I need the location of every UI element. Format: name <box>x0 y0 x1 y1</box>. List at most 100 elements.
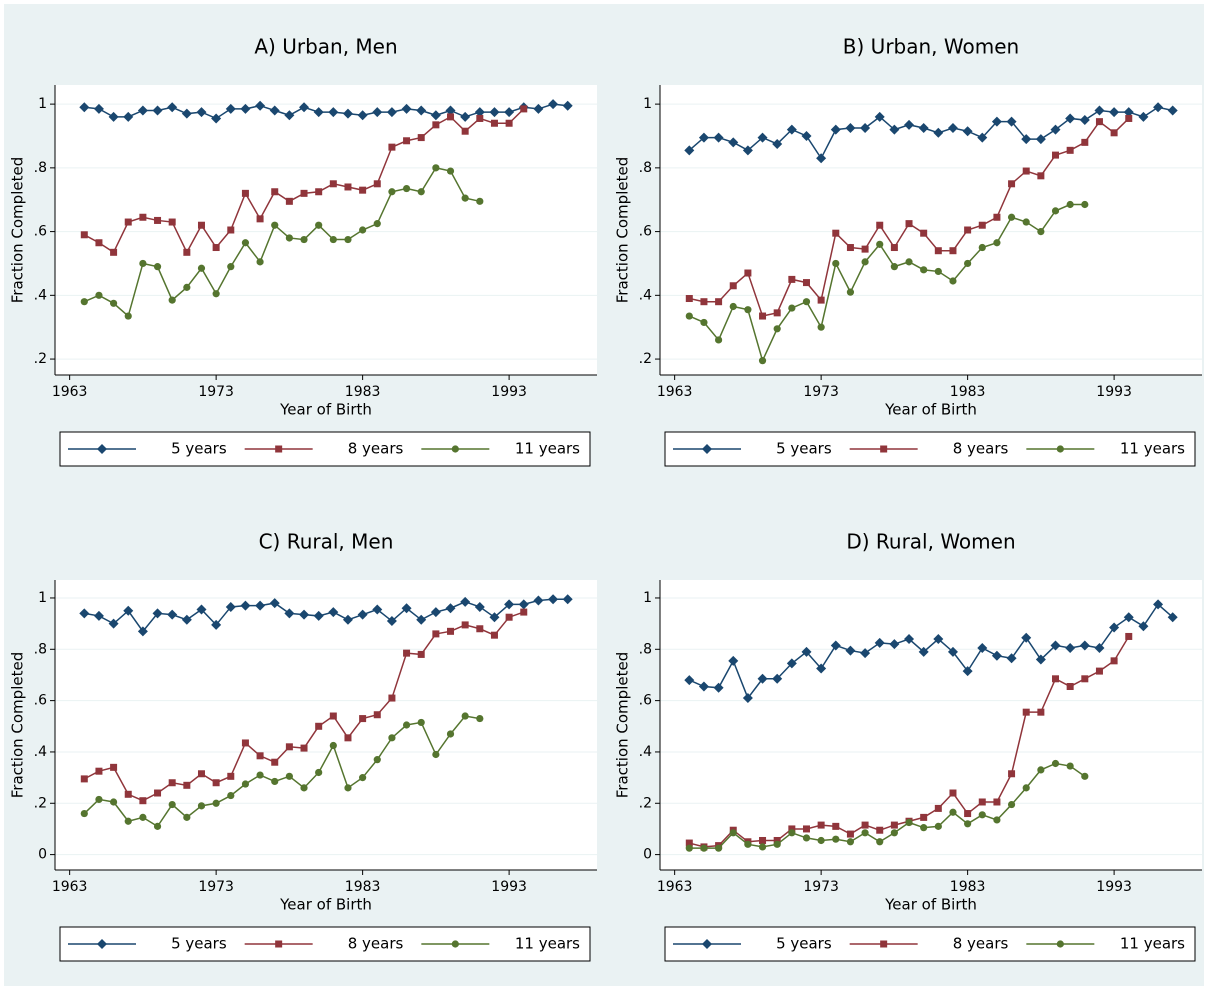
marker <box>1037 227 1045 236</box>
marker <box>846 288 855 296</box>
marker <box>181 614 192 625</box>
y-tick-label: .4 <box>639 744 652 760</box>
y-tick-label: .2 <box>34 795 47 811</box>
marker <box>432 164 440 172</box>
y-axis-label: Fraction Completed <box>614 652 632 798</box>
marker <box>139 813 147 821</box>
x-tick-label: 1963 <box>657 384 693 400</box>
marker <box>1008 180 1016 188</box>
marker <box>137 626 148 637</box>
legend <box>59 926 591 962</box>
marker <box>124 817 132 825</box>
marker <box>772 673 783 684</box>
marker <box>109 798 118 806</box>
marker <box>80 775 88 783</box>
marker <box>476 114 484 122</box>
marker <box>920 229 928 237</box>
marker <box>490 631 498 639</box>
marker <box>123 605 134 616</box>
y-tick-label: 0 <box>643 847 652 863</box>
marker <box>702 939 712 949</box>
x-tick-label: 1973 <box>198 384 234 400</box>
marker <box>313 610 324 621</box>
marker <box>225 601 236 612</box>
marker <box>1022 784 1030 792</box>
marker <box>197 802 206 810</box>
marker <box>846 244 854 252</box>
marker <box>685 295 693 303</box>
legend-label: 5 years <box>776 440 832 458</box>
y-axis-label: Fraction Completed <box>9 157 27 303</box>
marker <box>964 259 972 268</box>
marker <box>700 318 708 327</box>
marker <box>315 221 323 229</box>
legend-label: 8 years <box>348 440 404 458</box>
x-tick-label: 1983 <box>345 384 381 400</box>
y-tick-label: .8 <box>639 641 652 657</box>
marker <box>271 758 279 766</box>
marker <box>1065 113 1076 124</box>
marker <box>890 263 898 271</box>
marker <box>227 226 235 234</box>
marker <box>845 123 856 134</box>
marker <box>1066 200 1074 209</box>
marker <box>742 145 753 156</box>
marker <box>758 843 767 851</box>
marker <box>1110 129 1118 137</box>
marker <box>1095 667 1103 675</box>
marker <box>432 750 440 759</box>
marker <box>533 103 544 114</box>
marker <box>328 607 339 618</box>
marker <box>401 603 412 614</box>
marker <box>197 221 205 229</box>
marker <box>183 813 191 821</box>
marker <box>504 107 515 118</box>
marker <box>861 258 869 266</box>
marker <box>402 184 411 193</box>
marker <box>832 229 840 237</box>
marker <box>920 813 928 821</box>
marker <box>154 216 162 224</box>
marker <box>476 197 484 205</box>
legend <box>664 431 1196 467</box>
marker <box>993 816 1001 824</box>
marker <box>949 789 957 797</box>
marker <box>1007 213 1016 221</box>
marker <box>788 275 796 283</box>
y-tick-label: .2 <box>639 351 652 367</box>
marker <box>964 820 972 828</box>
marker <box>876 221 884 229</box>
marker <box>949 247 957 255</box>
marker <box>388 734 396 742</box>
marker <box>451 445 459 453</box>
marker <box>451 940 459 948</box>
marker <box>300 189 308 197</box>
marker <box>788 825 796 833</box>
x-tick-label: 1993 <box>491 384 527 400</box>
x-tick-label: 1973 <box>803 384 839 400</box>
marker <box>359 186 367 194</box>
marker <box>359 774 367 782</box>
marker <box>518 599 529 610</box>
marker <box>344 183 352 191</box>
marker <box>1094 105 1105 116</box>
marker <box>802 298 811 306</box>
marker <box>313 107 324 118</box>
marker <box>1035 134 1046 145</box>
y-tick-label: .4 <box>34 744 47 760</box>
marker <box>860 648 871 659</box>
plot-area <box>55 85 597 375</box>
y-tick-label: .4 <box>34 287 47 303</box>
legend-label: 11 years <box>1120 935 1185 953</box>
marker <box>124 218 132 226</box>
marker <box>430 607 441 618</box>
x-tick-label: 1973 <box>198 879 234 895</box>
marker <box>978 798 986 806</box>
marker <box>504 599 515 610</box>
marker <box>977 643 988 654</box>
marker <box>300 744 308 752</box>
marker <box>447 113 455 121</box>
marker <box>817 323 825 331</box>
x-tick-label: 1973 <box>803 879 839 895</box>
marker <box>1094 643 1105 654</box>
